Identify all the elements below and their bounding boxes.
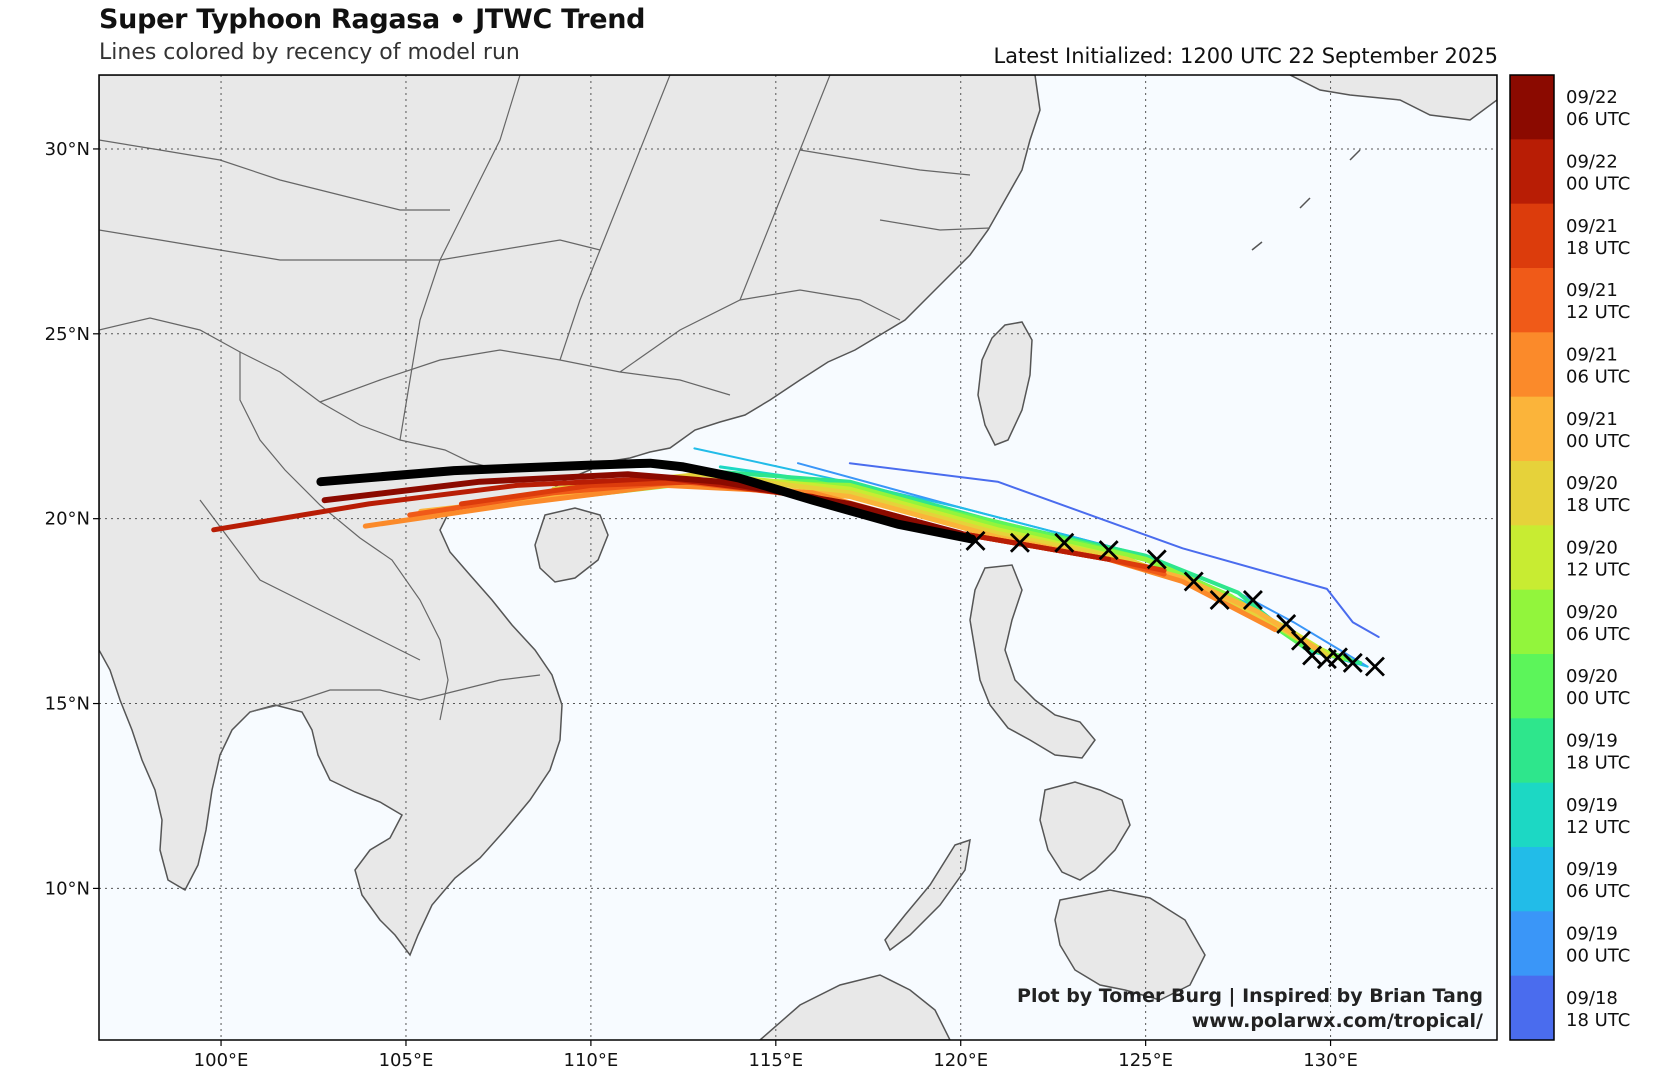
model-track-line bbox=[848, 462, 1380, 638]
position-marker bbox=[1209, 590, 1230, 611]
colorbar-label-time: 00 UTC bbox=[1566, 431, 1630, 452]
colorbar-label-time: 18 UTC bbox=[1566, 753, 1630, 774]
colorbar-label-date: 09/19 bbox=[1566, 924, 1618, 945]
colorbar-label-date: 09/20 bbox=[1566, 473, 1618, 494]
colorbar-label-date: 09/21 bbox=[1566, 409, 1618, 430]
colorbar-frame bbox=[1509, 74, 1555, 1041]
colorbar-label-date: 09/19 bbox=[1566, 731, 1618, 752]
colorbar-segment bbox=[1510, 139, 1554, 205]
colorbar-label-time: 18 UTC bbox=[1566, 238, 1630, 259]
land-borneo-edge bbox=[758, 974, 951, 1040]
colorbar-label-date: 09/21 bbox=[1566, 345, 1618, 366]
colorbar-segment bbox=[1510, 782, 1554, 848]
colorbar-label-date: 09/21 bbox=[1566, 280, 1618, 301]
position-marker bbox=[1054, 532, 1075, 553]
colorbar-segment bbox=[1510, 268, 1554, 333]
position-marker bbox=[1183, 571, 1204, 592]
position-marker bbox=[1009, 532, 1030, 553]
latest-initialized: Latest Initialized: 1200 UTC 22 Septembe… bbox=[993, 44, 1498, 68]
chart-subtitle: Lines colored by recency of model run bbox=[99, 40, 520, 65]
position-marker bbox=[1290, 630, 1311, 651]
colorbar-segment bbox=[1510, 332, 1554, 398]
x-tick-label: 105°E bbox=[379, 1050, 434, 1068]
position-marker bbox=[1146, 549, 1167, 570]
colorbar-segment bbox=[1510, 975, 1554, 1041]
colorbar-label-date: 09/19 bbox=[1566, 795, 1618, 816]
model-track-line bbox=[316, 458, 977, 544]
credit-block: Plot by Tomer Burg | Inspired by Brian T… bbox=[1017, 984, 1483, 1034]
colorbar-label-time: 06 UTC bbox=[1566, 624, 1630, 645]
position-marker bbox=[1342, 652, 1363, 673]
colorbar-label-time: 00 UTC bbox=[1566, 174, 1630, 195]
colorbar-label-time: 06 UTC bbox=[1566, 367, 1630, 388]
map-frame bbox=[98, 74, 1498, 1041]
colorbar-label-time: 06 UTC bbox=[1566, 109, 1630, 130]
colorbar-label-date: 09/18 bbox=[1566, 988, 1618, 1009]
position-markers bbox=[965, 530, 1385, 677]
colorbar-segment bbox=[1510, 589, 1554, 655]
credit-line-1: Plot by Tomer Burg | Inspired by Brian T… bbox=[1017, 985, 1483, 1007]
model-track-line bbox=[321, 471, 964, 537]
colorbar-label-time: 06 UTC bbox=[1566, 881, 1630, 902]
colorbar-segment bbox=[1510, 654, 1554, 719]
x-tick-label: 120°E bbox=[933, 1050, 988, 1068]
land-taiwan bbox=[977, 321, 1033, 446]
position-marker bbox=[1276, 614, 1297, 635]
colorbar-segment bbox=[1510, 461, 1554, 526]
colorbar-segment bbox=[1510, 847, 1554, 912]
y-tick-label: 10°N bbox=[45, 878, 90, 899]
colorbar-label-date: 09/21 bbox=[1566, 216, 1618, 237]
land-ryukyu bbox=[1251, 149, 1361, 251]
y-tick-label: 25°N bbox=[45, 324, 90, 345]
colorbar-label-time: 18 UTC bbox=[1566, 1010, 1630, 1031]
colorbar-segment bbox=[1510, 911, 1554, 977]
colorbar-label-date: 09/19 bbox=[1566, 859, 1618, 880]
y-tick-label: 15°N bbox=[45, 694, 90, 715]
longitude-axis: 100°E 105°E 110°E 115°E 120°E 125°E 130°E bbox=[194, 1040, 1358, 1068]
land-luzon bbox=[969, 564, 1096, 759]
y-tick-label: 30°N bbox=[45, 139, 90, 160]
land-palawan bbox=[884, 838, 971, 952]
colorbar-label-time: 00 UTC bbox=[1566, 946, 1630, 967]
credit-line-2: www.polarwx.com/tropical/ bbox=[1191, 1010, 1483, 1032]
colorbar-label-date: 09/22 bbox=[1566, 152, 1618, 173]
y-tick-label: 20°N bbox=[45, 509, 90, 530]
colorbar-label-time: 12 UTC bbox=[1566, 817, 1630, 838]
chart-title: Super Typhoon Ragasa • JTWC Trend bbox=[99, 4, 646, 35]
colorbar-label-time: 00 UTC bbox=[1566, 688, 1630, 709]
colorbar-segment bbox=[1510, 75, 1554, 140]
colorbar-segment bbox=[1510, 525, 1554, 591]
colorbar-label-date: 09/20 bbox=[1566, 602, 1618, 623]
position-marker bbox=[1242, 590, 1263, 611]
land-visayas-mindanao bbox=[1039, 781, 1206, 1001]
x-tick-label: 100°E bbox=[194, 1050, 249, 1068]
graticule bbox=[99, 75, 1497, 1040]
colorbar-label-date: 09/20 bbox=[1566, 538, 1618, 559]
internal-borders bbox=[99, 75, 991, 721]
land-hainan bbox=[534, 507, 609, 583]
position-marker bbox=[965, 530, 986, 551]
position-marker bbox=[1098, 540, 1119, 561]
colorbar-label-time: 12 UTC bbox=[1566, 560, 1630, 581]
colorbar-label-time: 18 UTC bbox=[1566, 495, 1630, 516]
latitude-axis: 10°N 15°N 20°N 25°N 30°N bbox=[45, 139, 99, 899]
colorbar-segment bbox=[1510, 396, 1554, 462]
colorbar-label-date: 09/22 bbox=[1566, 87, 1618, 108]
x-tick-label: 115°E bbox=[748, 1050, 803, 1068]
x-tick-label: 130°E bbox=[1303, 1050, 1358, 1068]
x-tick-label: 125°E bbox=[1118, 1050, 1173, 1068]
colorbar-segment bbox=[1510, 718, 1554, 784]
position-marker bbox=[1316, 649, 1337, 670]
x-tick-label: 110°E bbox=[564, 1050, 619, 1068]
colorbar-label-time: 12 UTC bbox=[1566, 302, 1630, 323]
colorbar-segment bbox=[1510, 203, 1554, 269]
land-mainland-asia bbox=[99, 75, 1041, 957]
position-marker bbox=[1302, 645, 1323, 666]
colorbar-label-date: 09/20 bbox=[1566, 666, 1618, 687]
position-marker bbox=[1364, 656, 1385, 677]
land-korea-edge bbox=[1289, 75, 1497, 121]
